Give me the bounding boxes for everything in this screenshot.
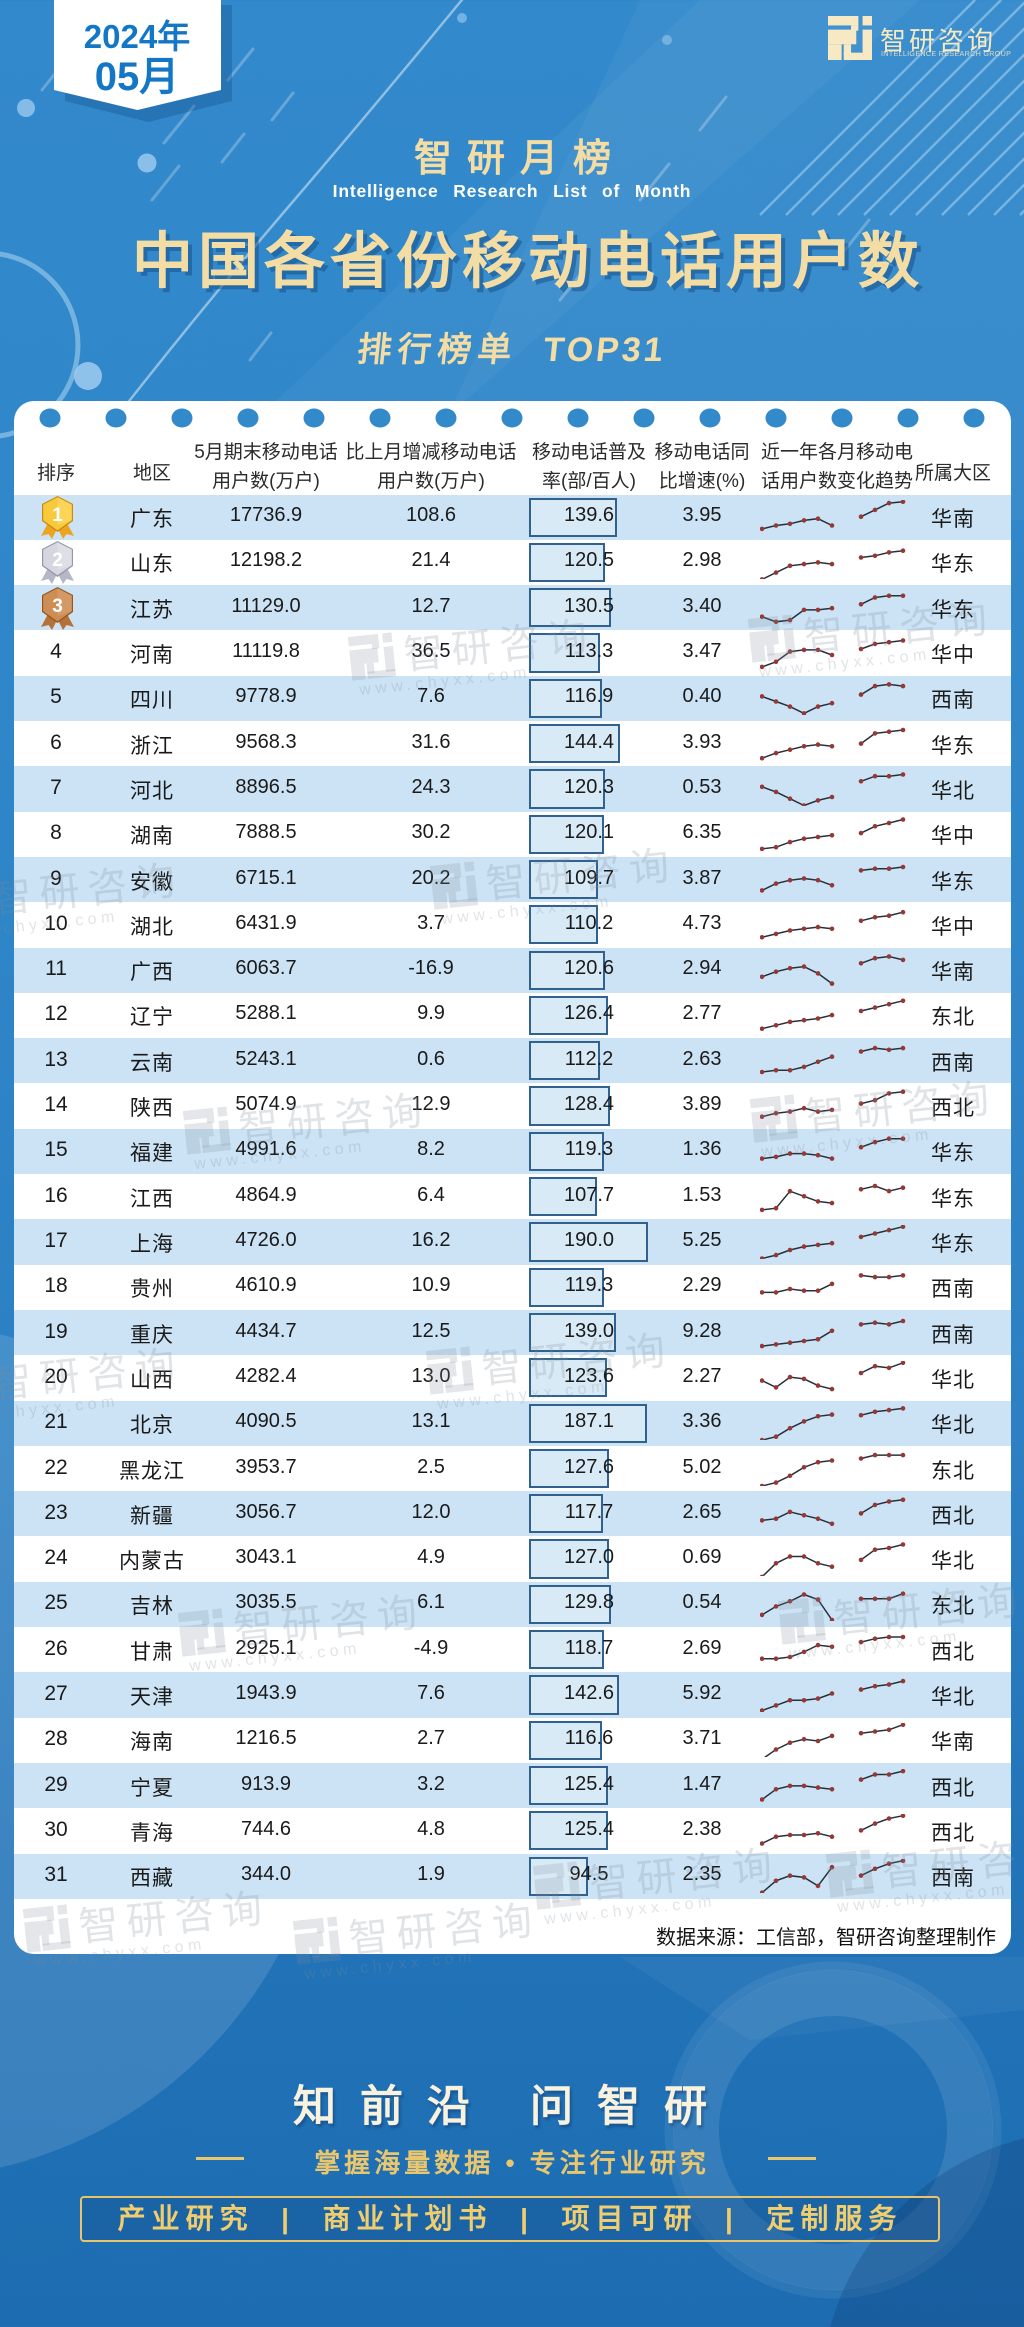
svg-text:2024年: 2024年: [84, 18, 190, 55]
svg-text:05月: 05月: [95, 55, 180, 99]
svg-text:3: 3: [52, 596, 63, 617]
svg-text:2: 2: [52, 550, 63, 571]
svg-text:1: 1: [52, 505, 63, 526]
